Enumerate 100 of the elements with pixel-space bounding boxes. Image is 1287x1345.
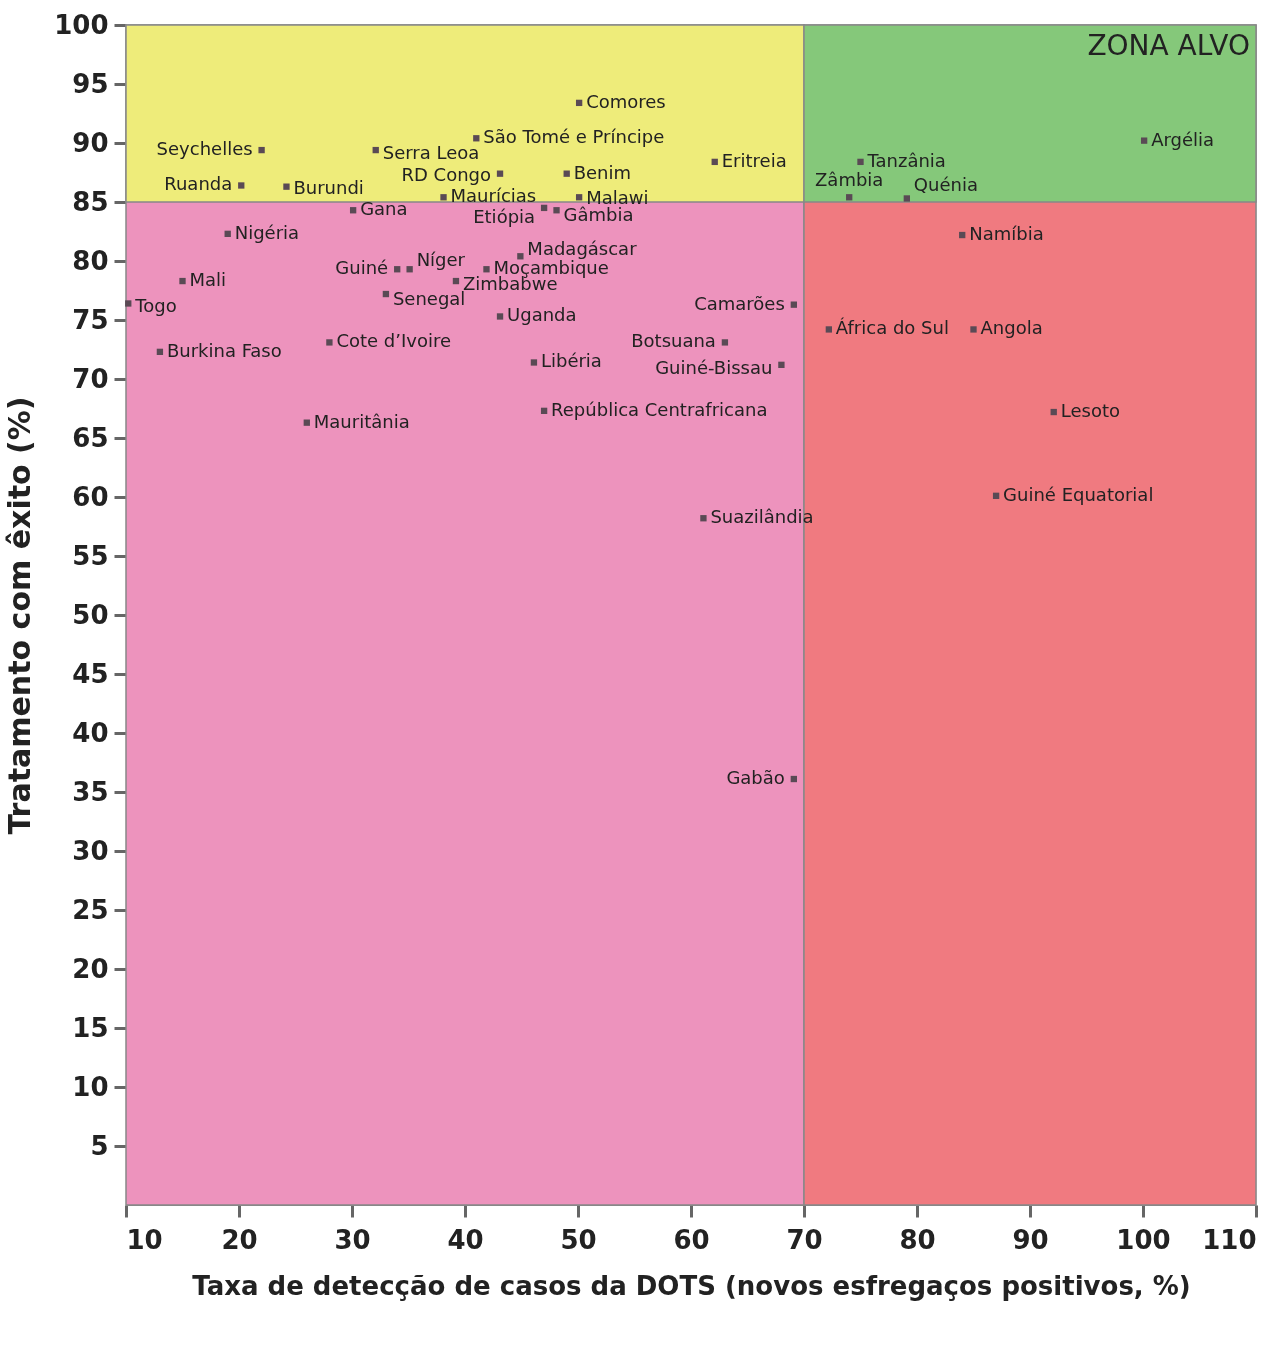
x-tick-label: 100 <box>1116 1224 1171 1255</box>
data-label: Serra Leoa <box>382 142 480 164</box>
point <box>382 290 390 298</box>
point <box>992 492 1000 499</box>
point <box>540 407 548 415</box>
point <box>530 359 538 366</box>
point <box>959 231 966 239</box>
data-label: Etiópia <box>473 205 536 227</box>
y-tick-label: 50 <box>72 599 109 630</box>
point <box>575 194 583 201</box>
x-tick-label: 30 <box>334 1224 371 1255</box>
point <box>970 326 977 333</box>
data-label: Togo <box>134 295 177 317</box>
data-label: Madagáscar <box>527 238 638 260</box>
y-tick-label: 25 <box>72 894 109 925</box>
point <box>394 266 401 273</box>
data-label: Argélia <box>1151 128 1215 150</box>
point <box>825 326 833 333</box>
point <box>326 339 333 346</box>
x-tick-label: 70 <box>786 1224 823 1255</box>
point <box>238 182 245 189</box>
point <box>440 194 447 201</box>
point <box>1050 408 1057 416</box>
point <box>156 348 164 356</box>
band-label: ZONA ALVO <box>1087 29 1250 62</box>
y-tick-label: 35 <box>72 776 109 807</box>
data-label: Burkina Faso <box>166 339 282 361</box>
data-label: Comores <box>586 90 666 112</box>
data-label: Camarões <box>694 292 785 314</box>
point <box>700 515 707 522</box>
data-label: Botsuana <box>631 330 716 352</box>
data-label: Ruanda <box>164 173 233 195</box>
y-tick-label: 10 <box>72 1071 109 1102</box>
point <box>790 775 797 783</box>
point <box>540 204 548 212</box>
data-label: Nigéria <box>234 221 300 243</box>
point <box>496 313 504 320</box>
point <box>372 146 379 154</box>
data-label: Burundi <box>293 176 364 198</box>
point <box>553 207 560 214</box>
data-label: República Centrafricana <box>551 398 768 420</box>
x-tick-label: 80 <box>899 1224 936 1255</box>
data-label: África do Sul <box>835 317 949 339</box>
data-label: Mauritânia <box>313 410 410 432</box>
y-tick-label: 55 <box>72 540 109 571</box>
point <box>473 135 480 142</box>
point <box>258 146 265 154</box>
y-tick-label: 85 <box>72 186 109 217</box>
y-tick-label: 60 <box>72 481 109 512</box>
data-label: Angola <box>980 317 1043 339</box>
data-label: Lesoto <box>1060 400 1120 422</box>
data-label: Benim <box>573 161 632 183</box>
data-label: Gana <box>360 198 408 220</box>
y-tick-label: 15 <box>72 1012 109 1043</box>
y-tick-label: 100 <box>54 9 109 40</box>
data-label: Cote d’Ivoire <box>336 330 452 352</box>
point <box>778 361 785 368</box>
point <box>224 230 231 238</box>
y-tick-label: 45 <box>72 658 109 689</box>
point <box>857 158 864 166</box>
point <box>303 419 310 426</box>
x-tick-label: 10 <box>126 1224 163 1255</box>
data-label: Eritreia <box>721 149 787 171</box>
data-label: Quénia <box>913 174 978 196</box>
data-label: Libéria <box>540 350 602 372</box>
point <box>452 277 460 285</box>
x-tick-label: 90 <box>1012 1224 1049 1255</box>
x-tick-label: 20 <box>221 1224 258 1255</box>
point <box>575 99 583 107</box>
x-axis-title: Taxa de detecção de casos da DOTS (novos esfregaços positivos, %) <box>192 1270 1191 1301</box>
point <box>406 266 413 273</box>
data-label: Mali <box>189 269 227 291</box>
y-tick-label: 95 <box>72 68 109 99</box>
point <box>283 183 290 190</box>
point <box>483 266 490 273</box>
data-label: Gabão <box>726 767 785 789</box>
point <box>790 301 797 308</box>
x-tick-label: 40 <box>447 1224 484 1255</box>
point <box>903 195 910 202</box>
point <box>846 194 853 201</box>
data-label: São Tomé e Príncipe <box>483 126 665 148</box>
point <box>517 253 524 260</box>
data-label: Tanzânia <box>866 149 946 171</box>
data-label: Zâmbia <box>815 169 884 191</box>
y-tick-label: 80 <box>72 245 109 276</box>
y-tick-label: 75 <box>72 304 109 335</box>
data-label: Guiné <box>335 257 389 279</box>
x-tick-label: 60 <box>673 1224 710 1255</box>
point <box>563 170 570 177</box>
point <box>349 207 357 214</box>
data-label: Maurícias <box>450 185 537 207</box>
x-tick-label: 50 <box>560 1224 597 1255</box>
data-label: RD Congo <box>401 163 492 185</box>
x-tick-label: 110 <box>1202 1224 1257 1255</box>
data-label: Suazilândia <box>710 506 814 528</box>
y-axis-title: Tratamento com êxito (%) <box>2 396 38 835</box>
data-label: Guiné-Bissau <box>655 356 773 378</box>
data-label: Gâmbia <box>563 204 634 226</box>
point <box>179 277 186 285</box>
y-tick-label: 40 <box>72 717 109 748</box>
